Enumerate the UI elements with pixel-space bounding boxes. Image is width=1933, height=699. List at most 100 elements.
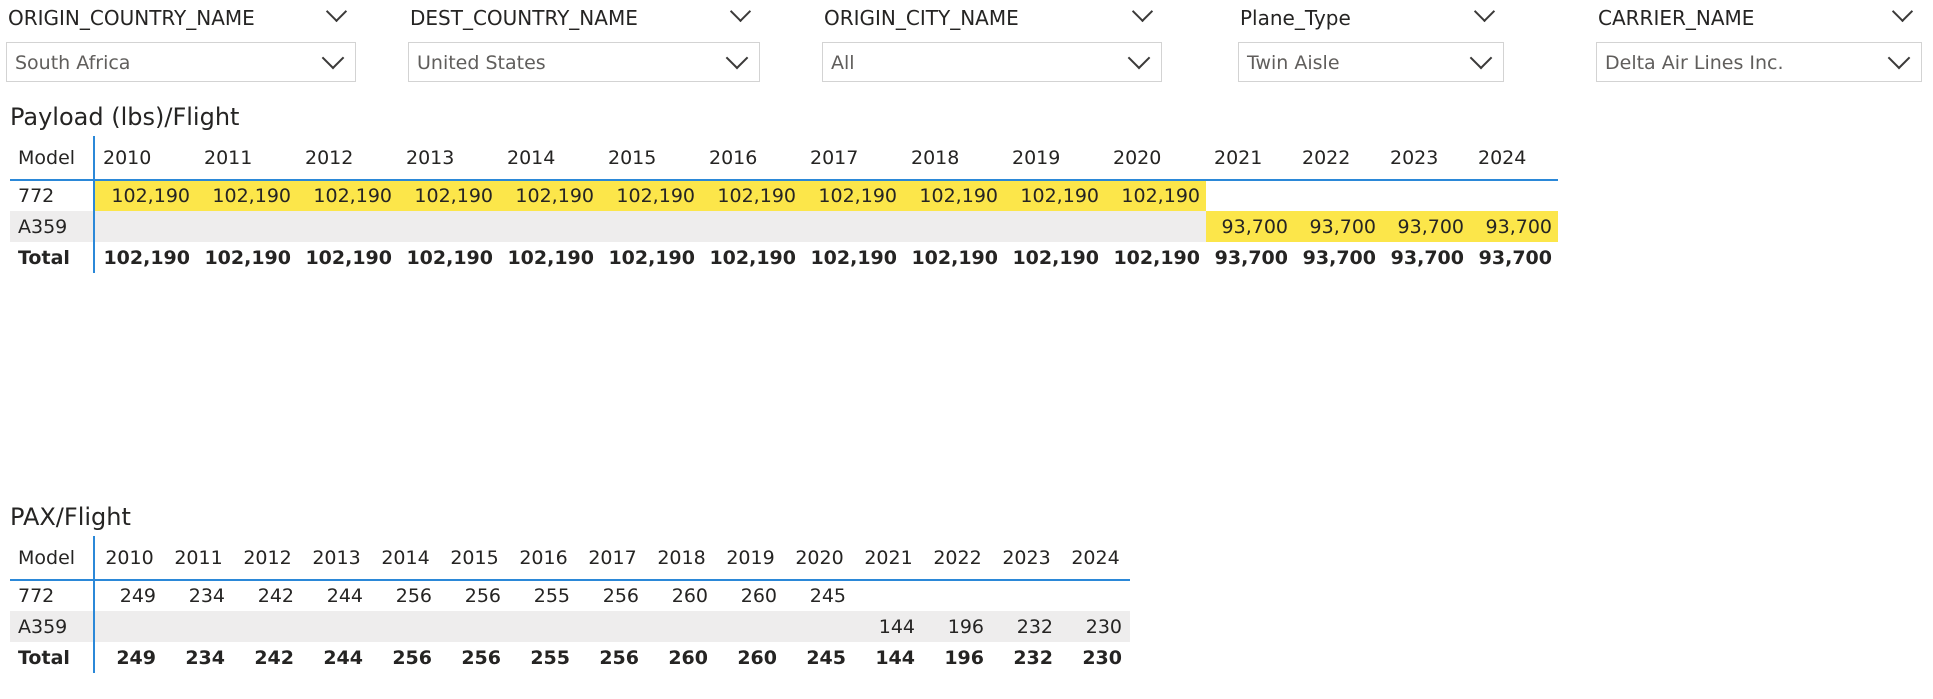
- table-cell[interactable]: 102,190: [297, 180, 398, 211]
- column-header-year[interactable]: 2023: [992, 536, 1061, 581]
- chevron-down-icon[interactable]: [1887, 46, 1911, 70]
- table-cell[interactable]: [802, 211, 903, 242]
- table-cell[interactable]: 196: [923, 611, 992, 642]
- chevron-down-icon[interactable]: [725, 46, 749, 70]
- row-header[interactable]: A359: [10, 611, 95, 642]
- table-cell[interactable]: 242: [257, 585, 294, 607]
- table-cell[interactable]: 93,700: [1302, 246, 1376, 269]
- table-cell[interactable]: 245: [809, 585, 846, 607]
- row-header[interactable]: 772: [10, 580, 95, 611]
- table-cell[interactable]: 102,190: [701, 180, 802, 211]
- table-cell[interactable]: [297, 211, 398, 242]
- chevron-down-icon[interactable]: [321, 46, 345, 70]
- table-cell[interactable]: 93,700: [1470, 211, 1558, 242]
- table-cell[interactable]: 102,190: [398, 180, 499, 211]
- table-cell[interactable]: 102,190: [802, 180, 903, 211]
- table-cell[interactable]: 256: [392, 646, 432, 669]
- table-cell[interactable]: 232: [992, 611, 1061, 642]
- table-cell[interactable]: 256: [599, 646, 639, 669]
- column-header-year[interactable]: 2015: [600, 136, 701, 181]
- table-cell[interactable]: 93,700: [1294, 211, 1382, 242]
- table-cell[interactable]: 102,190: [1004, 180, 1105, 211]
- table-cell[interactable]: [164, 611, 233, 642]
- column-header-year[interactable]: 2020: [785, 536, 854, 581]
- table-cell[interactable]: 102,190: [305, 246, 392, 269]
- column-header-year[interactable]: 2022: [1294, 136, 1382, 181]
- column-header-year[interactable]: 2020: [1105, 136, 1206, 181]
- column-header-year[interactable]: 2016: [509, 536, 578, 581]
- table-cell[interactable]: [1061, 580, 1130, 611]
- table-cell[interactable]: [992, 580, 1061, 611]
- table-cell[interactable]: 102,190: [1012, 246, 1099, 269]
- table-cell[interactable]: [94, 611, 164, 642]
- column-header-year[interactable]: 2021: [1206, 136, 1294, 181]
- table-cell[interactable]: 102,190: [810, 246, 897, 269]
- table-cell[interactable]: 144: [854, 611, 923, 642]
- table-cell[interactable]: 102,190: [196, 180, 297, 211]
- table-cell[interactable]: 102,190: [911, 246, 998, 269]
- slicer-header[interactable]: Plane_Type: [1238, 0, 1504, 38]
- table-cell[interactable]: [785, 611, 854, 642]
- column-header-year[interactable]: 2014: [371, 536, 440, 581]
- column-header-year[interactable]: 2019: [1004, 136, 1105, 181]
- table-cell[interactable]: [903, 211, 1004, 242]
- table-cell[interactable]: 232: [1013, 646, 1053, 669]
- table-cell[interactable]: [196, 211, 297, 242]
- table-cell[interactable]: [854, 580, 923, 611]
- column-header-year[interactable]: 2024: [1061, 536, 1130, 581]
- table-cell[interactable]: [716, 611, 785, 642]
- table-cell[interactable]: 249: [119, 585, 156, 607]
- row-header[interactable]: Total: [10, 642, 95, 673]
- column-header-year[interactable]: 2012: [297, 136, 398, 181]
- table-cell[interactable]: [1470, 180, 1558, 211]
- chevron-down-icon[interactable]: [1131, 0, 1154, 23]
- column-header-year[interactable]: 2024: [1470, 136, 1558, 181]
- table-cell[interactable]: 93,700: [1206, 211, 1294, 242]
- column-header-year[interactable]: 2013: [398, 136, 499, 181]
- table-cell[interactable]: 256: [464, 585, 501, 607]
- table-cell[interactable]: 102,190: [499, 180, 600, 211]
- column-header-year[interactable]: 2018: [647, 536, 716, 581]
- column-header-year[interactable]: 2022: [923, 536, 992, 581]
- table-cell[interactable]: 144: [875, 646, 915, 669]
- table-cell[interactable]: 93,700: [1478, 246, 1552, 269]
- slicer-header[interactable]: ORIGIN_COUNTRY_NAME: [6, 0, 356, 38]
- table-cell[interactable]: 256: [461, 646, 501, 669]
- table-cell[interactable]: 102,190: [600, 180, 701, 211]
- table-cell[interactable]: [923, 580, 992, 611]
- column-header-year[interactable]: 2014: [499, 136, 600, 181]
- table-cell[interactable]: 102,190: [903, 180, 1004, 211]
- slicer-dropdown[interactable]: South Africa: [6, 42, 356, 82]
- table-cell[interactable]: 102,190: [1113, 246, 1200, 269]
- chevron-down-icon[interactable]: [729, 0, 752, 23]
- table-cell[interactable]: 102,190: [204, 246, 291, 269]
- table-cell[interactable]: 242: [254, 646, 294, 669]
- table-cell[interactable]: 255: [530, 646, 570, 669]
- table-cell[interactable]: 93,700: [1390, 246, 1464, 269]
- column-header-model[interactable]: Model: [10, 136, 95, 181]
- column-header-year[interactable]: 2018: [903, 136, 1004, 181]
- table-cell[interactable]: [1382, 180, 1470, 211]
- column-header-year[interactable]: 2015: [440, 536, 509, 581]
- slicer-dropdown[interactable]: All: [822, 42, 1162, 82]
- slicer-header[interactable]: ORIGIN_CITY_NAME: [822, 0, 1162, 38]
- table-cell[interactable]: 256: [602, 585, 639, 607]
- table-cell[interactable]: [1206, 180, 1294, 211]
- table-cell[interactable]: 260: [671, 585, 708, 607]
- chevron-down-icon[interactable]: [1473, 0, 1496, 23]
- column-header-model[interactable]: Model: [10, 536, 95, 581]
- column-header-year[interactable]: 2010: [94, 536, 164, 581]
- table-cell[interactable]: 260: [668, 646, 708, 669]
- table-cell[interactable]: 102,190: [406, 246, 493, 269]
- table-cell[interactable]: 230: [1082, 646, 1122, 669]
- column-header-year[interactable]: 2013: [302, 536, 371, 581]
- chevron-down-icon[interactable]: [1127, 46, 1151, 70]
- table-cell[interactable]: 102,190: [94, 180, 196, 211]
- table-cell[interactable]: 256: [395, 585, 432, 607]
- table-cell[interactable]: 102,190: [1105, 180, 1206, 211]
- table-cell[interactable]: [1105, 211, 1206, 242]
- table-cell[interactable]: 244: [323, 646, 363, 669]
- column-header-year[interactable]: 2012: [233, 536, 302, 581]
- table-cell[interactable]: [647, 611, 716, 642]
- slicer-dropdown[interactable]: Delta Air Lines Inc.: [1596, 42, 1922, 82]
